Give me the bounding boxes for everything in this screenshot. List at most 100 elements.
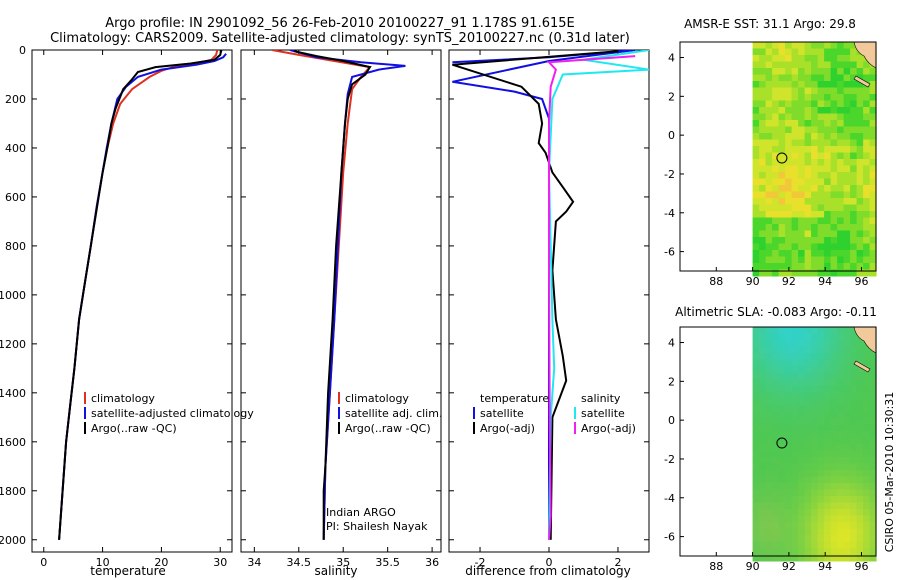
map-cell — [817, 476, 825, 484]
map-cell — [798, 55, 806, 62]
map-cell — [824, 256, 832, 264]
map-y-tick-label: -4 — [664, 207, 675, 220]
map-cell — [863, 405, 871, 412]
map-cell — [759, 541, 767, 549]
map-cell — [843, 48, 851, 56]
map-cell — [811, 535, 819, 542]
map-cell — [830, 398, 838, 406]
map-cell — [850, 450, 858, 458]
salinity-legend: climatology satellite adj. clim. Argo(..… — [338, 392, 442, 435]
map-cell — [772, 333, 780, 341]
map-cell — [791, 437, 799, 445]
map-cell — [798, 489, 806, 497]
map-cell — [869, 217, 877, 225]
map-cell — [869, 450, 877, 458]
map-cell — [759, 372, 767, 380]
map-cell — [785, 385, 793, 393]
map-cell — [863, 191, 871, 199]
map-cell — [778, 68, 786, 75]
map-cell — [804, 463, 812, 471]
map-cell — [837, 256, 845, 264]
map-cell — [817, 450, 825, 458]
map-cell — [798, 139, 806, 147]
map-cell — [863, 269, 871, 277]
map-cell — [856, 250, 864, 257]
map-cell — [752, 81, 760, 88]
map-cell — [778, 263, 786, 270]
map-cell — [837, 333, 845, 341]
map-cell — [785, 535, 793, 542]
map-cell — [837, 146, 845, 153]
map-cell — [824, 230, 832, 238]
map-cell — [752, 139, 760, 147]
map-cell — [843, 94, 851, 101]
map-cell — [869, 204, 877, 212]
map-cell — [856, 263, 864, 270]
y-tick-label: 1200 — [0, 338, 26, 351]
map-cell — [772, 191, 780, 199]
map-cell — [752, 522, 760, 529]
map-cell — [869, 528, 877, 536]
map-cell — [785, 178, 793, 186]
map-cell — [817, 243, 825, 251]
map-cell — [752, 489, 760, 497]
map-cell — [778, 359, 786, 367]
map-cell — [772, 178, 780, 186]
map-cell — [843, 74, 851, 82]
map-cell — [804, 379, 812, 386]
map-cell — [804, 42, 812, 49]
map-cell — [850, 178, 858, 186]
map-cell — [817, 172, 825, 179]
map-cell — [830, 522, 838, 529]
map-cell — [791, 483, 799, 490]
map-cell — [850, 548, 858, 555]
map-cell — [811, 120, 819, 127]
map-cell — [856, 146, 864, 153]
map-cell — [850, 457, 858, 464]
map-cell — [843, 224, 851, 231]
map-x-tick-label: 90 — [746, 275, 760, 288]
map-cell — [869, 237, 877, 244]
map-cell — [824, 107, 832, 114]
map-cell — [817, 515, 825, 523]
map-cell — [869, 366, 877, 373]
map-cell — [785, 457, 793, 464]
map-cell — [791, 450, 799, 458]
map-cell — [778, 48, 786, 56]
map-cell — [830, 515, 838, 523]
map-cell — [752, 113, 760, 121]
map-cell — [837, 113, 845, 121]
map-y-tick-label: 0 — [668, 129, 675, 142]
map-cell — [785, 379, 793, 386]
argo-location-marker — [776, 437, 788, 449]
map-cell — [863, 237, 871, 244]
land-shape — [853, 326, 877, 354]
map-cell — [765, 509, 773, 516]
map-cell — [772, 165, 780, 173]
map-cell — [843, 256, 851, 264]
map-cell — [791, 48, 799, 56]
map-cell — [791, 411, 799, 419]
map-cell — [778, 437, 786, 445]
map-cell — [804, 509, 812, 516]
map-cell — [837, 68, 845, 75]
map-cell — [759, 133, 767, 140]
map-cell — [798, 366, 806, 373]
map-cell — [772, 385, 780, 393]
map-cell — [759, 94, 767, 101]
map-cell — [817, 496, 825, 503]
map-cell — [798, 87, 806, 95]
map-cell — [863, 61, 871, 69]
map-cell — [759, 204, 767, 212]
map-cell — [759, 359, 767, 367]
map-cell — [817, 191, 825, 199]
map-cell — [824, 113, 832, 121]
map-cell — [817, 159, 825, 166]
map-cell — [752, 269, 760, 277]
map-cell — [843, 470, 851, 477]
map-cell — [791, 146, 799, 153]
map-cell — [785, 359, 793, 367]
map-cell — [830, 424, 838, 432]
map-cell — [804, 444, 812, 451]
map-cell — [811, 113, 819, 121]
